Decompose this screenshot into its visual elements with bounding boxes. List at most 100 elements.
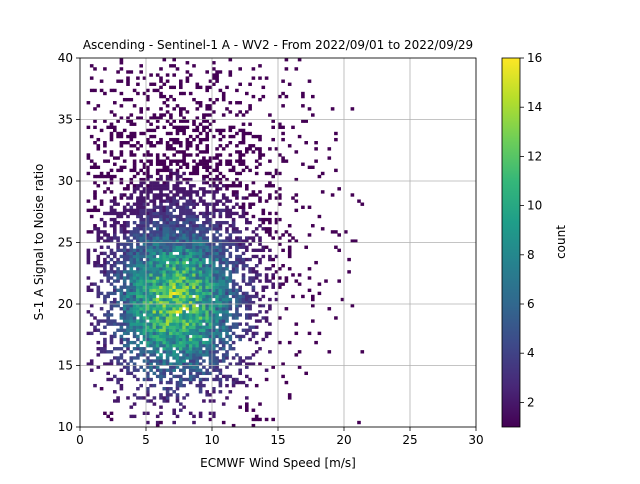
histogram-bin — [182, 202, 186, 206]
histogram-bin — [251, 408, 256, 412]
histogram-bin — [142, 202, 147, 206]
histogram-bin — [155, 273, 160, 277]
histogram-bin — [162, 334, 167, 339]
histogram-bin — [113, 254, 117, 259]
histogram-bin — [139, 288, 143, 293]
histogram-bin — [241, 257, 246, 262]
histogram-bin — [228, 236, 233, 240]
histogram-bin — [245, 211, 249, 216]
histogram-bin — [188, 233, 193, 237]
histogram-bin — [182, 107, 186, 111]
histogram-bin — [188, 331, 193, 336]
x-tick-label: 20 — [336, 433, 351, 447]
histogram-bin — [185, 214, 190, 219]
histogram-bin — [179, 380, 183, 385]
histogram-bin — [251, 353, 256, 357]
histogram-bin — [235, 193, 239, 197]
histogram-bin — [225, 177, 229, 182]
histogram-bin — [238, 294, 242, 299]
histogram-bin — [113, 374, 117, 379]
histogram-bin — [254, 294, 259, 299]
histogram-bin — [182, 208, 186, 213]
histogram-bin — [155, 159, 160, 163]
histogram-bin — [109, 190, 114, 194]
histogram-bin — [251, 239, 256, 243]
histogram-bin — [205, 334, 209, 339]
histogram-bin — [192, 220, 196, 225]
histogram-bin — [202, 233, 206, 237]
histogram-bin — [195, 368, 200, 372]
histogram-bin — [116, 380, 120, 385]
histogram-bin — [221, 282, 226, 286]
histogram-bin — [261, 85, 266, 90]
histogram-bin — [162, 199, 167, 203]
histogram-bin — [179, 248, 183, 253]
histogram-bin — [330, 107, 335, 111]
histogram-bin — [188, 153, 193, 157]
histogram-bin — [149, 141, 153, 145]
histogram-bin — [254, 171, 259, 176]
histogram-bin — [228, 337, 233, 342]
histogram-bin — [109, 267, 114, 271]
histogram-bin — [159, 325, 163, 329]
histogram-bin — [159, 251, 163, 256]
histogram-bin — [261, 316, 266, 320]
histogram-bin — [238, 254, 242, 259]
histogram-bin — [182, 264, 186, 268]
histogram-bin — [248, 307, 252, 311]
histogram-bin — [301, 205, 305, 209]
histogram-bin — [225, 205, 229, 209]
histogram-bin — [155, 242, 160, 246]
histogram-bin — [235, 254, 239, 259]
histogram-bin — [198, 279, 203, 283]
histogram-bin — [238, 67, 242, 71]
histogram-bin — [278, 193, 282, 197]
histogram-bin — [139, 294, 143, 299]
histogram-bin — [221, 276, 226, 280]
histogram-bin — [205, 134, 209, 139]
histogram-bin — [195, 260, 200, 265]
histogram-bin — [182, 91, 186, 96]
histogram-bin — [221, 316, 226, 320]
histogram-bin — [169, 288, 173, 293]
histogram-bin — [175, 365, 180, 369]
histogram-bin — [109, 304, 114, 308]
histogram-bin — [228, 374, 233, 379]
histogram-bin — [251, 300, 256, 305]
histogram-bin — [155, 177, 160, 182]
histogram-bin — [162, 248, 167, 253]
histogram-bin — [119, 224, 124, 228]
histogram-bin — [146, 365, 150, 369]
histogram-bin — [142, 325, 147, 329]
histogram-bin — [109, 110, 114, 114]
histogram-bin — [169, 334, 173, 339]
histogram-bin — [169, 254, 173, 259]
histogram-bin — [149, 174, 153, 179]
histogram-bin — [132, 159, 137, 163]
histogram-bin — [195, 257, 200, 262]
histogram-bin — [132, 254, 137, 259]
histogram-bin — [241, 239, 246, 243]
histogram-bin — [139, 285, 143, 289]
histogram-bin — [334, 316, 338, 320]
histogram-bin — [155, 310, 160, 314]
histogram-bin — [231, 377, 236, 382]
histogram-bin — [175, 171, 180, 176]
histogram-bin — [215, 147, 219, 151]
histogram-bin — [129, 282, 134, 286]
histogram-bin — [172, 310, 176, 314]
histogram-bin — [113, 270, 117, 274]
histogram-bin — [132, 288, 137, 293]
histogram-bin — [198, 162, 203, 166]
histogram-bin — [188, 294, 193, 299]
histogram-bin — [165, 119, 170, 123]
histogram-bin — [301, 162, 305, 166]
histogram-bin — [159, 328, 163, 332]
histogram-bin — [136, 141, 140, 145]
histogram-bin — [235, 242, 239, 246]
histogram-bin — [129, 137, 134, 142]
histogram-bin — [96, 165, 101, 169]
histogram-bin — [235, 300, 239, 305]
histogram-bin — [208, 304, 213, 308]
histogram-bin — [198, 331, 203, 336]
